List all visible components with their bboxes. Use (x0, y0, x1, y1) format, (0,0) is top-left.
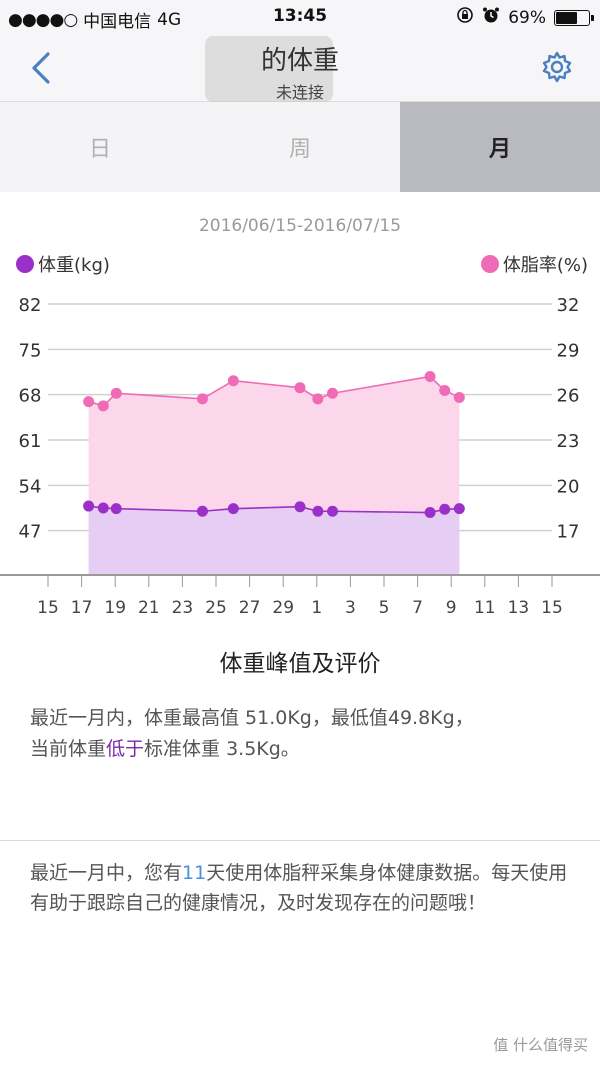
legend-weight: 体重(kg) (16, 251, 110, 277)
bodyfat-point (110, 387, 122, 399)
x-tick-label: 29 (272, 598, 294, 618)
status-time: 13:45 (272, 6, 328, 26)
x-tick-label: 19 (104, 598, 126, 618)
x-tick-label: 7 (412, 598, 423, 618)
period-tabs: 日 周 月 (0, 102, 600, 192)
x-tick-label: 15 (37, 598, 59, 618)
bodyfat-point (83, 396, 95, 408)
connection-status: 未连接 (275, 83, 324, 102)
x-tick-label: 9 (446, 598, 457, 618)
bodyfat-point (97, 400, 109, 412)
bodyfat-point (453, 391, 465, 403)
x-tick-label: 27 (239, 598, 261, 618)
tab-week[interactable]: 周 (288, 137, 311, 162)
tab-month[interactable]: 月 (400, 102, 600, 192)
x-tick-label: 11 (474, 598, 496, 618)
y-right-tick-label: 29 (557, 340, 580, 361)
battery-percent: 69% (508, 7, 546, 28)
x-tick-label: 23 (172, 598, 194, 618)
weight-point (294, 501, 306, 513)
settings-button[interactable] (540, 50, 574, 84)
alarm-icon (482, 6, 500, 29)
legend-bodyfat: 体脂率(%) (480, 251, 588, 277)
carrier-label: 中国电信 (83, 12, 152, 32)
chevron-left-icon (32, 52, 50, 84)
watermark: 值 什么值得买 (493, 1034, 588, 1055)
bodyfat-legend-dot (480, 255, 499, 273)
weight-legend-dot (16, 255, 34, 273)
back-button[interactable] (24, 48, 60, 88)
bodyfat-point (327, 387, 339, 399)
rotation-lock-icon (456, 6, 474, 29)
evaluation-highlight: 低于 (106, 738, 145, 760)
watermark-text: 值 什么值得买 (493, 1036, 588, 1054)
x-tick-label: 21 (138, 598, 160, 618)
usage-text: 最近一月中，您有11天使用体脂秤采集身体健康数据。每天使用有助于跟踪自己的健康情… (30, 858, 580, 918)
y-left-tick-label: 75 (19, 340, 42, 361)
evaluation-title: 体重峰值及评价 (219, 651, 381, 677)
nav-bar: 的体重 未连接 (0, 34, 600, 102)
y-right-tick-label: 23 (557, 431, 580, 452)
evaluation-line-1: 最近一月内，体重最高值 51.0Kg，最低值49.8Kg， (30, 707, 474, 729)
gear-icon (542, 51, 572, 83)
bodyfat-point (227, 375, 239, 387)
weight-point (453, 503, 465, 515)
weight-point (97, 502, 109, 514)
bodyfat-point (424, 371, 436, 383)
tab-day[interactable]: 日 (88, 137, 111, 162)
blurred-username (205, 36, 333, 102)
weight-point (110, 503, 122, 515)
evaluation-prefix: 当前体重 (30, 738, 107, 760)
bodyfat-point (312, 393, 324, 405)
x-tick-label: 1 (311, 598, 322, 618)
status-bar: ●●●●○ 中国电信 4G 13:45 69% (0, 0, 600, 34)
y-right-tick-label: 26 (557, 386, 580, 407)
weight-point (83, 500, 95, 512)
y-left-tick-label: 82 (19, 295, 42, 316)
evaluation-suffix: 标准体重 3.5Kg。 (144, 738, 300, 760)
weight-point (424, 507, 436, 519)
bodyfat-point (294, 382, 306, 394)
battery-icon (554, 9, 594, 26)
page-title: 的体重 (260, 46, 339, 76)
x-tick-label: 13 (508, 598, 530, 618)
x-tick-label: 5 (379, 598, 390, 618)
evaluation-line-2: 当前体重低于标准体重 3.5Kg。 (30, 734, 580, 765)
legend-bodyfat-label: 体脂率(%) (502, 255, 588, 276)
weight-point (439, 503, 451, 515)
evaluation-text: 最近一月内，体重最高值 51.0Kg，最低值49.8Kg， 当前体重低于标准体重… (30, 703, 580, 765)
weight-point (227, 503, 239, 515)
usage-prefix: 最近一月中，您有 (30, 862, 183, 884)
y-right-tick-label: 32 (557, 295, 580, 316)
x-tick-label: 17 (71, 598, 93, 618)
weight-area (88, 506, 460, 575)
usage-days: 11 (182, 862, 207, 884)
network-label: 4G (157, 9, 182, 30)
y-left-tick-label: 47 (19, 522, 42, 543)
legend-weight-label: 体重(kg) (38, 255, 110, 276)
y-right-tick-label: 20 (557, 476, 580, 497)
signal-strength-icon: ●●●●○ (8, 9, 78, 30)
usage-suffix: 天使用体脂秤采集身体健康数据。每天使用有助于跟踪自己的健康情况，及时发现存在的问… (30, 862, 568, 914)
bodyfat-point (196, 393, 208, 405)
weight-point (312, 505, 324, 517)
y-left-tick-label: 61 (19, 431, 42, 452)
y-left-tick-label: 54 (19, 476, 42, 497)
divider (0, 840, 600, 841)
date-range: 2016/06/15-2016/07/15 (198, 216, 402, 236)
x-tick-label: 25 (205, 598, 227, 618)
x-tick-label: 3 (345, 598, 356, 618)
bodyfat-point (439, 384, 451, 396)
y-right-tick-label: 17 (557, 522, 580, 543)
x-tick-label: 15 (541, 598, 563, 618)
weight-point (196, 505, 208, 517)
weight-point (327, 505, 339, 517)
y-left-tick-label: 68 (19, 386, 42, 407)
